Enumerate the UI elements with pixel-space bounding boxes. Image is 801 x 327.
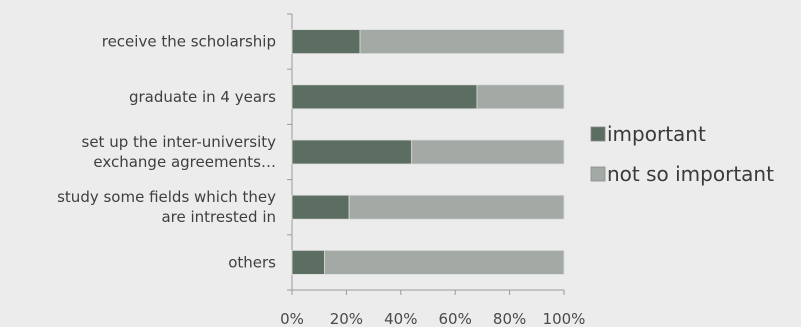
category-label: graduate in 4 years [129,88,276,106]
category-label: receive the scholarship [102,33,276,51]
bar-segment-not-so-important [348,194,565,220]
x-tick-label: 40% [384,310,417,327]
category-label: study some fields which they [57,188,276,206]
category-label: others [228,253,276,271]
x-tick-label: 60% [439,310,472,327]
legend-swatch [590,126,606,142]
category-label: exchange agreements… [93,153,276,171]
legend-label: important [607,122,706,146]
x-tick-label: 80% [493,310,526,327]
x-tick-label: 20% [330,310,363,327]
legend-label: not so important [607,162,774,186]
bar-segment-important [291,194,350,220]
bar-segment-important [291,139,413,165]
bar-segment-important [291,84,478,110]
bar-segment-not-so-important [324,249,565,275]
category-labels: receive the scholarship graduate in 4 yea… [57,33,276,272]
category-label: are intrested in [161,208,276,226]
x-tick-label: 100% [543,310,586,327]
bar-segment-not-so-important [359,29,565,55]
x-tick-labels: 0% 20% 40% 60% 80% 100% [280,310,585,327]
bar-segment-not-so-important [411,139,565,165]
bar-segment-important [291,29,361,55]
category-label: set up the inter-university [82,133,277,151]
bar-segment-not-so-important [476,84,565,110]
bars [291,29,565,275]
x-tick-label: 0% [280,310,304,327]
bar-segment-important [291,249,326,275]
legend: important not so important [590,122,774,186]
legend-swatch [590,166,606,182]
